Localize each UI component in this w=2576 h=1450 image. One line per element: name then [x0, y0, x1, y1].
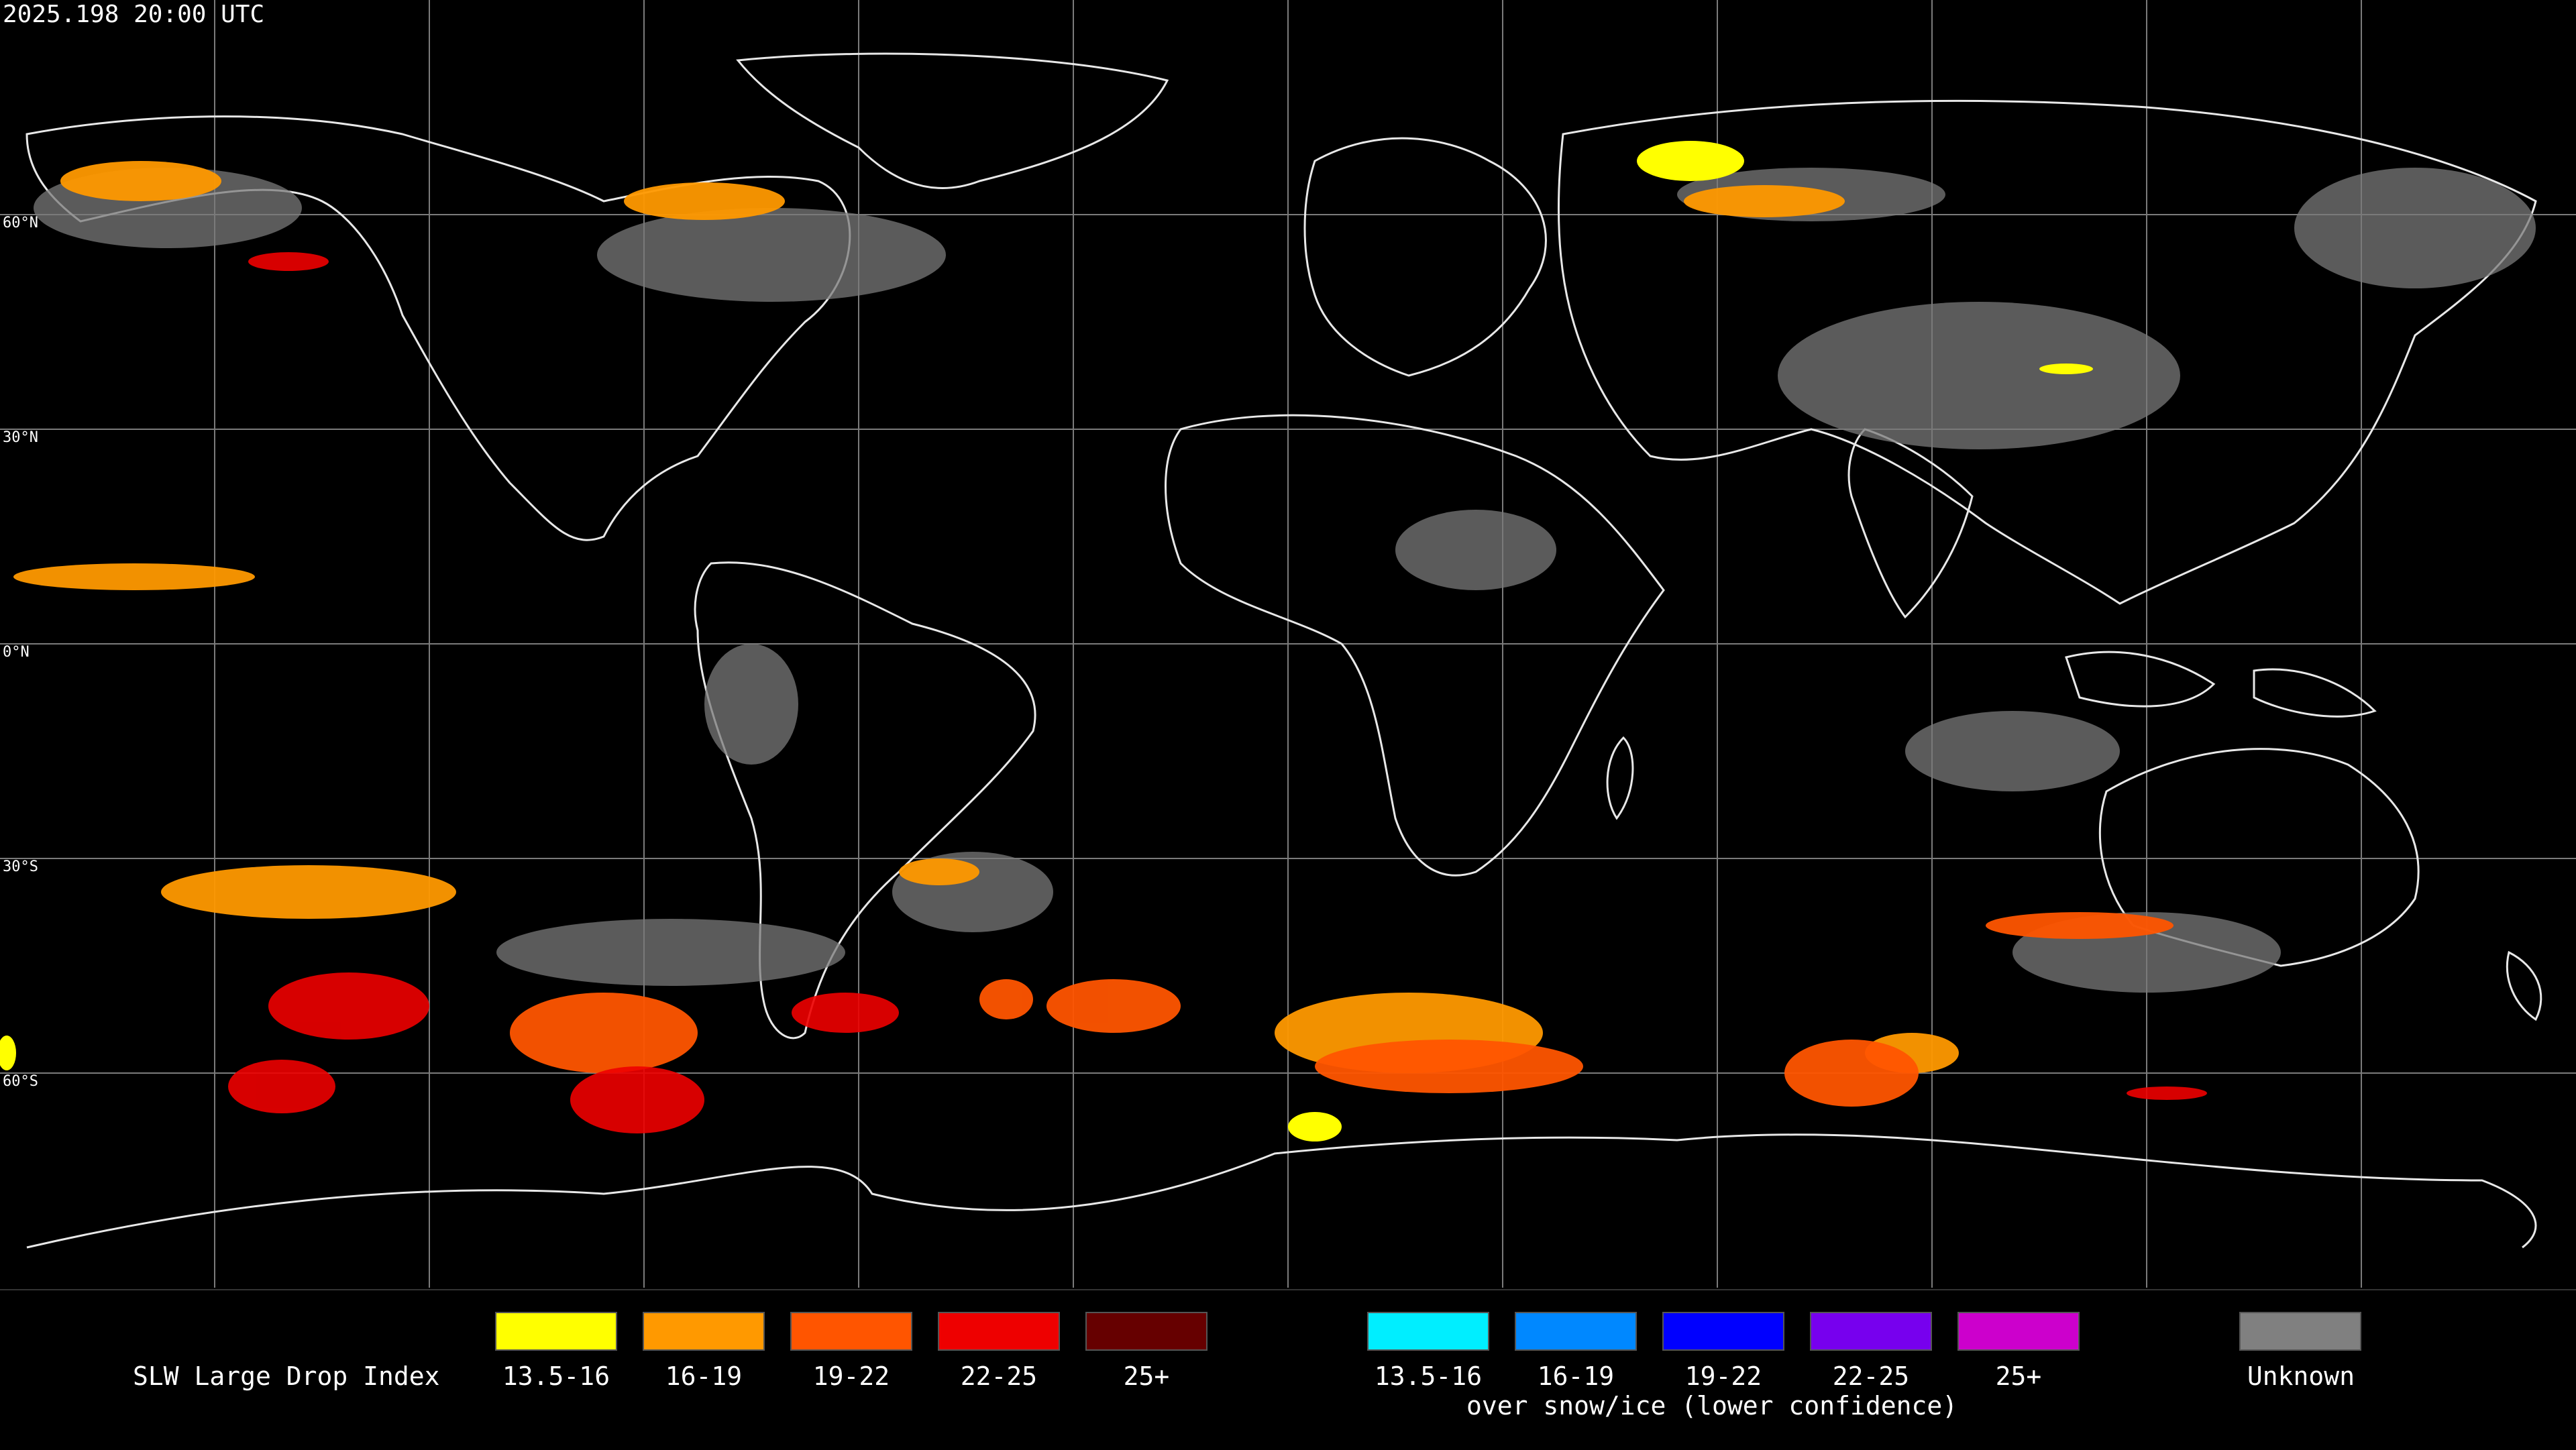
legend-snow-ice-label: 13.5-16 [1374, 1361, 1483, 1391]
legend-snow-ice-swatch [1957, 1312, 2080, 1351]
legend-snow-ice-swatch [1367, 1312, 1489, 1351]
lat-label-60n: 60°N [3, 215, 38, 231]
lat-label-30n: 30°N [3, 429, 38, 446]
lat-label-60s: 60°S [3, 1073, 38, 1090]
lat-label-30s: 30°S [3, 858, 38, 875]
world-map [0, 0, 2576, 1288]
legend-snow-ice-swatch [1662, 1312, 1784, 1351]
snow-ice-note: over snow/ice (lower confidence) [1466, 1391, 1958, 1420]
timestamp: 2025.198 20:00 UTC [3, 1, 265, 28]
legend-snow-ice-label: 25+ [1995, 1361, 2042, 1391]
legend-primary-swatch [643, 1312, 765, 1351]
unknown-cloud-areas [34, 168, 2536, 993]
legend-primary-swatch [790, 1312, 912, 1351]
legend-snow-ice-swatch [1515, 1312, 1637, 1351]
legend-primary-label: 19-22 [812, 1361, 890, 1391]
legend-primary-label: 16-19 [665, 1361, 743, 1391]
legend-primary-swatch [495, 1312, 617, 1351]
legend-primary-swatch [938, 1312, 1060, 1351]
legend-snow-ice-label: 19-22 [1684, 1361, 1762, 1391]
legend-title: SLW Large Drop Index [133, 1361, 440, 1391]
graticule [0, 0, 2576, 1288]
unknown-swatch [2239, 1312, 2361, 1351]
legend [0, 1289, 2576, 1450]
legend-snow-ice-label: 22-25 [1832, 1361, 1910, 1391]
legend-primary-swatch [1085, 1312, 1208, 1351]
legend-primary-label: 22-25 [960, 1361, 1038, 1391]
lat-label-0n: 0°N [3, 644, 30, 661]
legend-snow-ice-swatch [1810, 1312, 1932, 1351]
unknown-label: Unknown [2247, 1361, 2355, 1391]
legend-primary-label: 25+ [1123, 1361, 1170, 1391]
slw-index-patches [0, 141, 2207, 1141]
legend-snow-ice-label: 16-19 [1537, 1361, 1615, 1391]
legend-primary-label: 13.5-16 [502, 1361, 610, 1391]
